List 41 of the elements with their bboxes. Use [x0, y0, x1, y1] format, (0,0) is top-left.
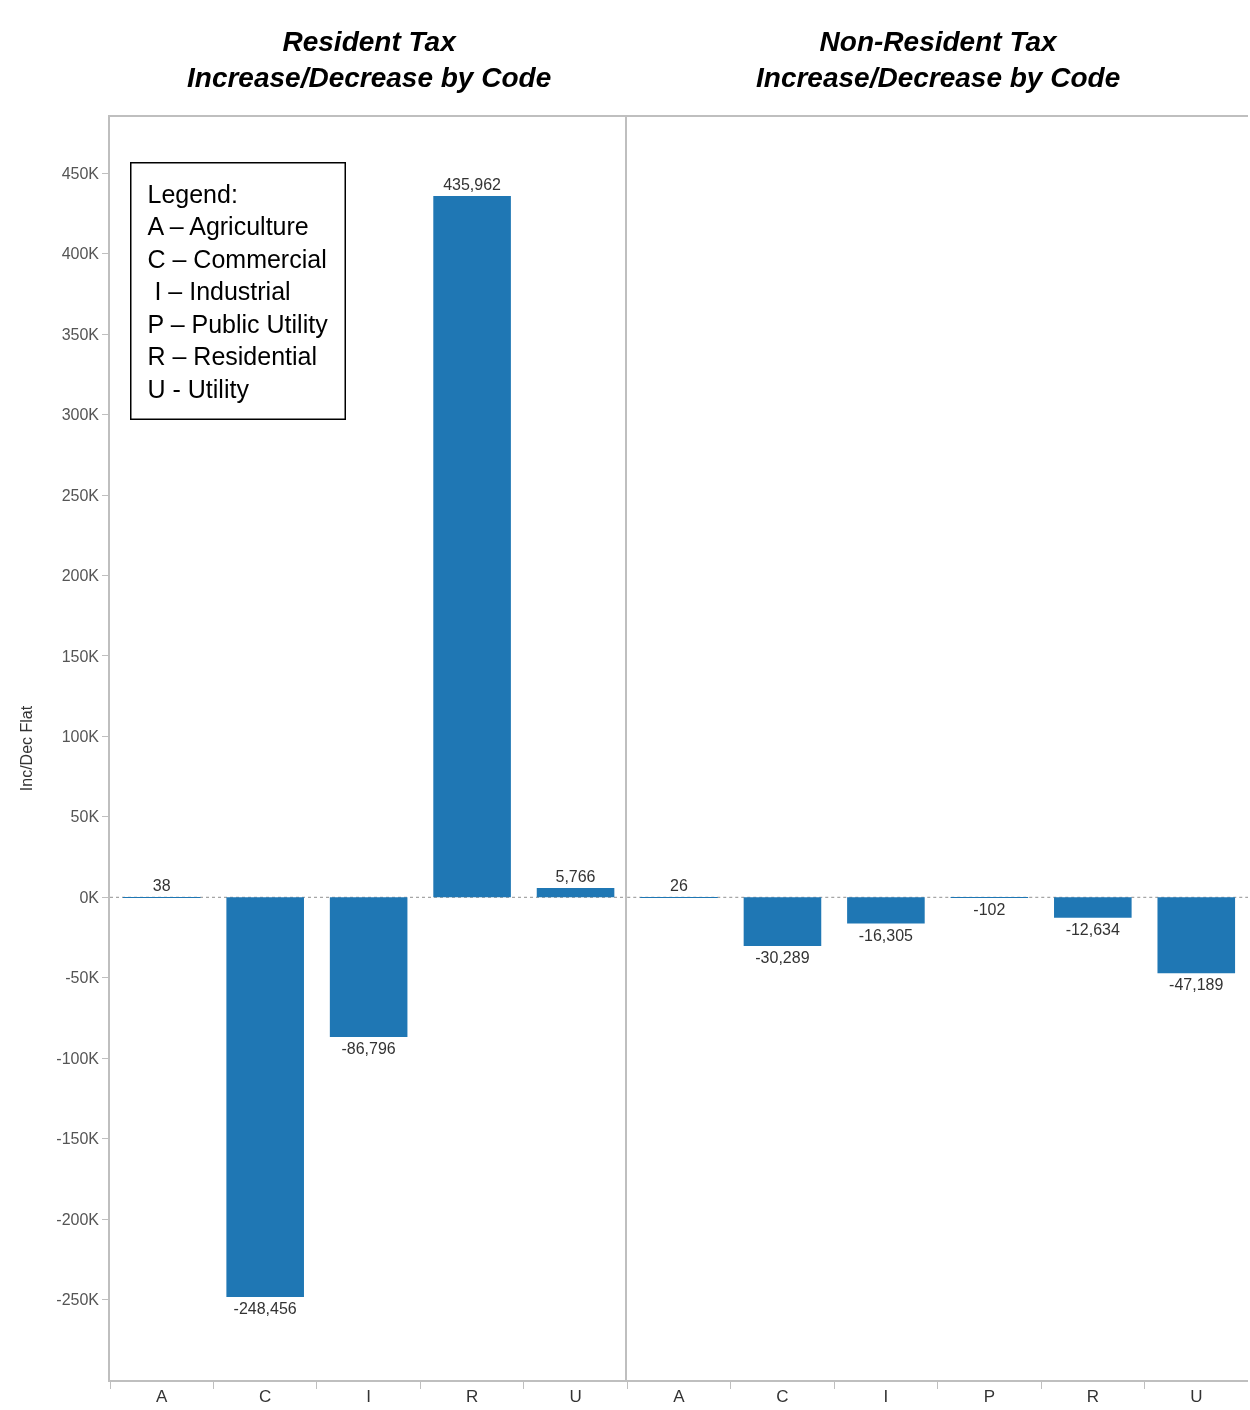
x-tick-label: A: [673, 1387, 686, 1407]
y-tick-label: 100K: [61, 728, 100, 746]
x-tick-label: R: [465, 1387, 479, 1407]
y-tick-label: -250K: [56, 1291, 100, 1309]
data-label: 38: [152, 877, 171, 894]
y-tick-label: 200K: [61, 567, 100, 585]
data-label: -47,189: [1169, 976, 1224, 994]
data-label: -12,634: [1065, 920, 1120, 938]
x-tick-label: C: [776, 1387, 789, 1407]
x-tick-label: I: [883, 1387, 889, 1407]
data-label: -16,305: [858, 926, 914, 944]
data-label: -248,456: [233, 1300, 297, 1318]
y-tick-label: -200K: [56, 1210, 100, 1228]
data-label: -86,796: [341, 1039, 396, 1057]
x-tick-label: I: [366, 1387, 372, 1407]
annotation: Legend: A – Agriculture C – Commercial I – Industrial P – Public Utility R – Residential U - Utility: [147, 179, 329, 403]
x-tick-label: A: [156, 1387, 169, 1407]
data-label: -30,289: [755, 949, 810, 967]
x-tick-label: U: [1190, 1387, 1203, 1407]
y-tick-label: -150K: [56, 1130, 100, 1148]
y-tick-label: 400K: [61, 245, 100, 263]
data-label: 5,766: [555, 868, 596, 886]
data-label: -102: [973, 901, 1006, 918]
y-tick-label: -100K: [56, 1049, 100, 1067]
x-tick-label: U: [569, 1387, 582, 1407]
y-tick-label: 250K: [61, 486, 100, 504]
y-tick-label: 50K: [70, 808, 100, 826]
y-tick-label: -50K: [65, 969, 100, 987]
chart-title: Non-Resident Tax Increase/Decrease by Code: [756, 26, 1121, 94]
x-tick-label: P: [983, 1387, 996, 1407]
x-tick-label: C: [259, 1387, 272, 1407]
data-label: 26: [670, 877, 688, 894]
y-tick-label: 300K: [61, 406, 100, 424]
data-label: 435,962: [443, 175, 502, 193]
chart-title: Resident Tax Increase/Decrease by Code: [187, 26, 552, 94]
y-axis-title: Inc/Dec Flat: [17, 705, 35, 792]
y-tick-label: 0K: [79, 888, 100, 906]
x-tick-label: R: [1086, 1387, 1099, 1407]
y-tick-label: 450K: [61, 164, 100, 182]
y-tick-label: 150K: [61, 647, 100, 665]
y-tick-label: 350K: [61, 325, 100, 343]
